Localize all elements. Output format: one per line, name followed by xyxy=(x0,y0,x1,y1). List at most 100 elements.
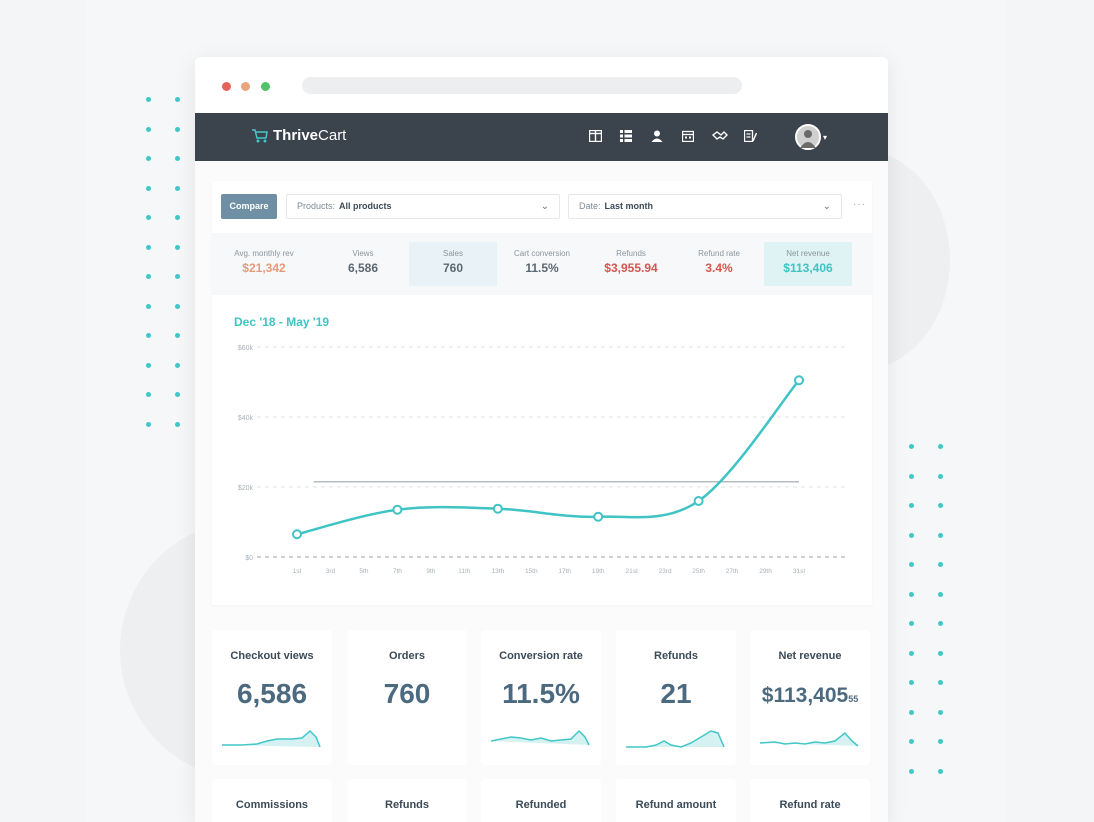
decorative-dot xyxy=(146,156,151,161)
decorative-dot xyxy=(938,591,943,597)
browser-chrome xyxy=(195,57,888,113)
kpi-commissions[interactable]: Commissions xyxy=(212,779,332,822)
decorative-dot xyxy=(909,768,914,774)
decorative-dot xyxy=(175,244,180,250)
decorative-dot xyxy=(146,244,151,250)
decorative-dot xyxy=(175,215,180,220)
decorative-dot xyxy=(909,444,914,449)
stat-avg-monthly-rev[interactable]: Avg. monthly rev $21,342 xyxy=(220,242,308,286)
stat-label: Sales xyxy=(442,249,463,258)
kpi-number: 6,586 xyxy=(236,678,308,709)
decorative-dot xyxy=(146,97,151,102)
stat-label: Refund rate xyxy=(698,249,740,258)
kpi-conversion-rate[interactable]: Conversion rate 11.5% xyxy=(481,630,601,765)
y-tick-label: $60k xyxy=(238,345,254,352)
address-bar[interactable] xyxy=(302,77,742,94)
decorative-dot xyxy=(175,421,180,427)
stat-value: 6,586 xyxy=(347,261,379,275)
kpi-label: Refund rate xyxy=(779,799,841,811)
stat-value: 3.4% xyxy=(705,261,733,275)
maximize-dot[interactable] xyxy=(261,82,270,91)
report-icon[interactable] xyxy=(743,129,757,144)
avatar[interactable] xyxy=(795,124,821,150)
kpi-number: 11.5% xyxy=(502,678,580,709)
grid-icon[interactable] xyxy=(619,130,633,144)
series-line xyxy=(296,379,800,536)
sparkline xyxy=(491,729,590,746)
minimize-dot[interactable] xyxy=(241,82,250,91)
date-label: Date: xyxy=(579,201,601,211)
x-tick-label: 23rd xyxy=(659,568,672,575)
kpi-label: Refunds xyxy=(385,799,429,811)
kpi-label: Net revenue xyxy=(778,650,842,662)
x-tick-label: 15th xyxy=(525,568,538,575)
kpi-refunds[interactable]: Refunds 21 xyxy=(616,630,736,765)
kpi-value: 11.5% xyxy=(481,678,601,710)
kpi-label: Refunded xyxy=(515,799,567,811)
kpi-label: Conversion rate xyxy=(499,650,583,662)
date-select[interactable]: Date: Last month ⌄ xyxy=(568,194,842,219)
x-tick-label: 21st xyxy=(626,568,638,575)
close-dot[interactable] xyxy=(222,82,231,91)
date-value: Last month xyxy=(604,201,654,211)
decorative-dot xyxy=(175,392,180,397)
stat-net-revenue[interactable]: Net revenue $113,406 xyxy=(764,242,852,286)
products-label: Products: xyxy=(297,201,336,211)
line-chart: $0 $20k $40k $60k 1st 3rd 5th 7th 9th 11th 13th 15t… xyxy=(238,345,847,575)
calendar-icon[interactable] xyxy=(681,130,695,144)
kpi-value: $113,40555 xyxy=(750,684,870,708)
decorative-dot xyxy=(938,739,943,744)
decorative-dot xyxy=(938,444,943,449)
x-tick-label: 7th xyxy=(393,568,402,575)
decorative-dot xyxy=(909,532,914,538)
decorative-dot xyxy=(938,650,943,656)
kpi-refunds-2[interactable]: Refunds xyxy=(347,779,467,822)
decorative-dot xyxy=(938,562,943,567)
stat-refunds[interactable]: Refunds $3,955.94 xyxy=(587,242,675,286)
handshake-icon[interactable] xyxy=(711,130,728,144)
x-tick-label: 1st xyxy=(293,568,302,575)
kpi-refunded[interactable]: Refunded xyxy=(481,779,601,822)
decorative-dot xyxy=(175,303,180,309)
decorative-dot xyxy=(146,185,151,191)
decorative-dot xyxy=(909,650,914,656)
products-value: All products xyxy=(339,201,392,211)
kpi-label: Refund amount xyxy=(635,799,717,811)
x-tick-label: 13th xyxy=(491,568,504,575)
x-tick-label: 19th xyxy=(592,568,605,575)
decorative-dot xyxy=(938,503,943,508)
dashboard-icon[interactable] xyxy=(588,129,602,144)
user-icon[interactable] xyxy=(650,130,664,144)
products-select[interactable]: Products: All products ⌄ xyxy=(286,194,560,219)
data-point xyxy=(693,496,704,506)
x-tick-label: 31st xyxy=(793,568,805,575)
stat-views[interactable]: Views 6,586 xyxy=(319,242,407,286)
kpi-value: 21 xyxy=(616,678,736,710)
kpi-refund-amount[interactable]: Refund amount xyxy=(616,779,736,822)
kpi-number: 760 xyxy=(383,678,431,709)
nav-icons xyxy=(588,129,757,144)
stat-sales[interactable]: Sales 760 xyxy=(409,242,497,286)
thrivecart-logo[interactable]: Thrive Cart xyxy=(251,127,346,144)
dashboard-card: Compare Products: All products ⌄ Date: Las… xyxy=(212,181,872,605)
decorative-dot xyxy=(146,215,151,220)
chart-area: Dec '18 - May '19 $0 $20k $40k $60k 1st 3rd 5t… xyxy=(212,295,872,605)
browser-window: Thrive Cart ▾ xyxy=(195,57,888,822)
kpi-label: Orders xyxy=(388,650,426,662)
chart-title: Dec '18 - May '19 xyxy=(234,315,330,329)
stat-refund-rate[interactable]: Refund rate 3.4% xyxy=(675,242,763,286)
chevron-down-icon: ⌄ xyxy=(540,201,549,212)
stat-cart-conversion[interactable]: Cart conversion 11.5% xyxy=(498,242,586,286)
stats-row: Avg. monthly rev $21,342 Views 6,586 Sal… xyxy=(212,233,872,295)
kpi-orders[interactable]: Orders 760 xyxy=(347,630,467,765)
compare-button[interactable]: Compare xyxy=(221,194,277,219)
kpi-refund-rate[interactable]: Refund rate xyxy=(750,779,870,822)
decorative-dot xyxy=(146,392,151,397)
decorative-dot xyxy=(175,126,180,132)
kpi-net-revenue[interactable]: Net revenue $113,40555 xyxy=(750,630,870,765)
stat-label: Cart conversion xyxy=(513,249,571,258)
chevron-down-icon[interactable]: ▾ xyxy=(823,133,828,142)
kpi-checkout-views[interactable]: Checkout views 6,586 xyxy=(212,630,332,765)
more-options-icon[interactable]: ··· xyxy=(853,199,866,210)
top-navbar: Thrive Cart ▾ xyxy=(195,113,888,161)
